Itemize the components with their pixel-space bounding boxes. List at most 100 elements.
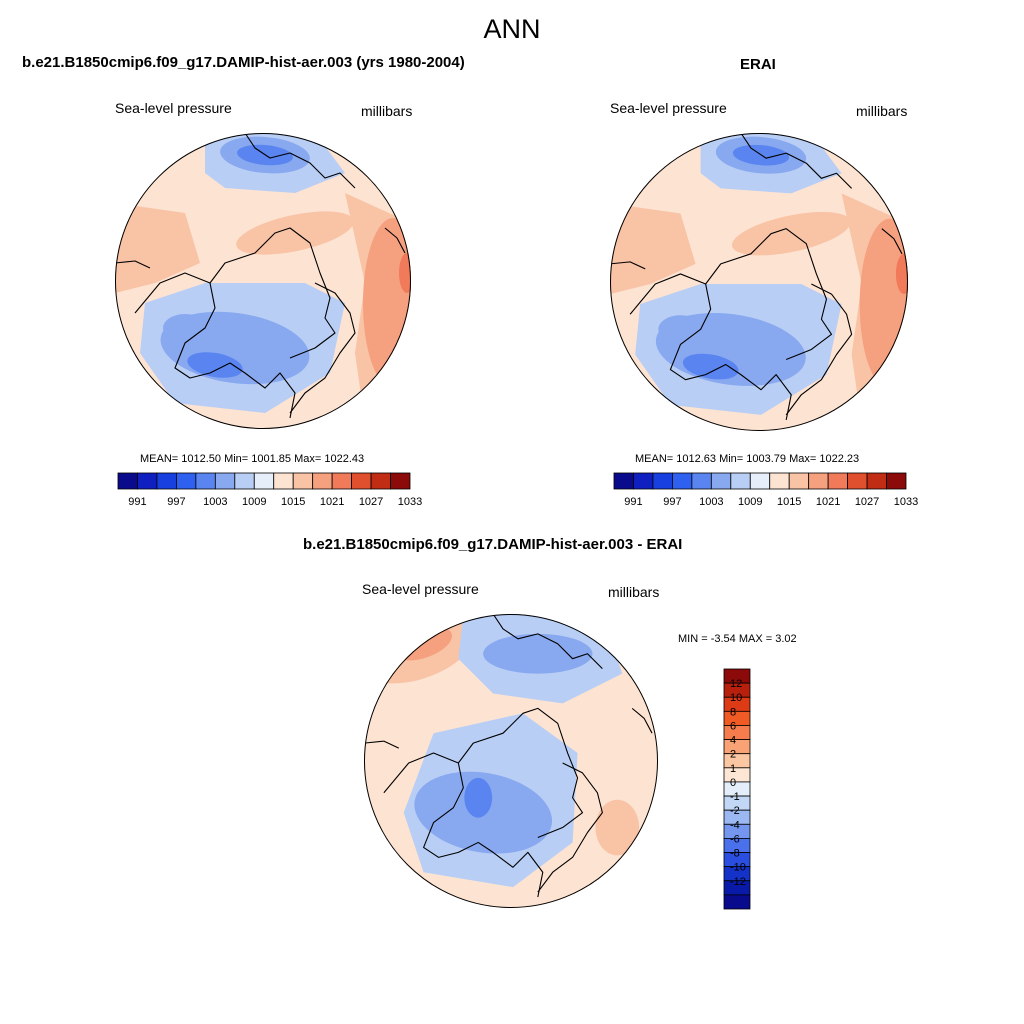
panel-1-colorbar-box [273,472,294,490]
panel-1-colorbar-box [117,472,138,490]
panel-1-polar-map [115,133,411,429]
coastline-pacific [492,614,603,670]
coastline-atlantic [785,283,853,416]
panel-2-colorbar-box [827,472,848,490]
panel-3-colorbar-tick: -2 [730,805,740,817]
panel-3-right-label: millibars [608,584,660,600]
coastline-pacific [244,133,356,189]
panel-3-colorbar-box [723,767,751,783]
panel-2-right-label: millibars [856,103,908,119]
panel-1-colorbar-box [156,472,177,490]
panel-2-colorbar-tick: 1033 [894,496,918,508]
panel-3-left-label: Sea-level pressure [362,581,479,597]
panel-3-colorbar-tick: -6 [730,833,740,845]
panel-2-colorbar-tick: 1027 [855,496,879,508]
panel-1-colorbar-box [195,472,216,490]
panel-2-colorbar-tick: 1021 [816,496,840,508]
panel-2-colorbar-box [886,472,907,490]
coastline-pacific [740,133,853,189]
high-pressure-ridge [236,211,354,255]
panel-3-colorbar-box [723,739,751,755]
coastline-greenland [669,283,792,421]
panel-1-colorbar-tick: 991 [128,496,146,508]
panel-1-colorbar-box [390,472,411,490]
panel-2-colorbar-box [847,472,868,490]
panel-3-colorbar-tick: 0 [730,777,736,789]
high-pressure-core [363,218,411,388]
low-pressure-greenland [658,315,703,344]
low-pressure-atlantic-core [187,352,243,378]
panel-2-colorbar-box [788,472,810,490]
panel-3-colorbar-tick: 8 [730,706,736,718]
panel-1-title: b.e21.B1850cmip6.f09_g17.DAMIP-hist-aer.… [22,54,465,71]
panel-3-colorbar-box [723,710,751,726]
panel-1-colorbar-box [370,472,391,490]
panel-3-colorbar-tick: -4 [730,819,740,831]
panel-3-colorbar-tick: 2 [730,749,736,761]
panel-2-stats: MEAN= 1012.63 Min= 1003.79 Max= 1022.23 [635,453,860,465]
map-border [364,614,658,908]
coastline-west [364,740,399,749]
panel-2-colorbar-tick: 1009 [738,496,762,508]
panel-2-title: ERAI [740,56,776,73]
panel-2-polar-map [610,133,909,432]
coastline-east [631,707,653,734]
panel-2-colorbar-box [710,472,732,490]
negative-anomaly-core [464,777,493,818]
panel-1-colorbar-box [331,472,352,490]
panel-3-colorbar-box [723,753,751,769]
panel-1-colorbar-box [137,472,158,490]
panel-3-title: b.e21.B1850cmip6.f09_g17.DAMIP-hist-aer.… [303,536,683,553]
coastline-greenland [423,762,544,898]
panel-1-colorbar-box [176,472,197,490]
high-pressure-core [859,218,909,390]
panel-1-stats: MEAN= 1012.50 Min= 1001.85 Max= 1022.43 [140,453,365,465]
panel-2-left-label: Sea-level pressure [610,100,727,116]
panel-2-colorbar-box [672,472,693,490]
map-border [610,133,909,432]
panel-1-colorbar-tick: 1033 [398,496,422,508]
panel-1-left-label: Sea-level pressure [115,100,232,116]
coastline-east [384,227,406,254]
coastline-atlantic [289,282,356,414]
coastline-eurasia [134,227,336,359]
panel-3-colorbar-tick: -10 [730,862,746,874]
panel-1-colorbar-tick: 1021 [320,496,344,508]
panel-3-stats: MIN = -3.54 MAX = 3.02 [678,633,797,645]
panel-1-colorbar-box [234,472,255,490]
panel-3-colorbar-tick: -1 [730,791,740,803]
panel-1-colorbar-box [292,472,314,490]
panel-3-colorbar-box [723,894,751,910]
panel-1-colorbar-box [253,472,275,490]
high-pressure-peak [895,253,909,295]
panel-3-colorbar-tick: 1 [730,763,736,775]
coastline-west [610,261,646,270]
panel-3-colorbar-box [723,725,751,740]
positive-anomaly-east [595,799,640,856]
coastline-atlantic [537,762,603,893]
panel-3-colorbar-tick: 10 [730,692,742,704]
panel-2-colorbar-tick: 997 [663,496,681,508]
panel-3-colorbar-tick: 6 [730,720,736,732]
panel-1-colorbar-tick: 1009 [242,496,266,508]
panel-2-colorbar-box [749,472,771,490]
panel-1-colorbar: 991 997 1003 1009 1015 1021 1027 1033 [117,472,422,508]
panel-1-colorbar-tick: 997 [167,496,185,508]
panel-2-colorbar-box [808,472,829,490]
high-pressure-west [610,203,696,295]
coastline-greenland [174,282,296,419]
coastline-east [881,228,903,255]
panel-3-colorbar-tick: -12 [730,876,746,888]
panel-2-colorbar-box [730,472,751,490]
panel-3-polar-map [364,614,658,908]
panel-2-colorbar-box [633,472,654,490]
panel-1-colorbar-tick: 1015 [281,496,305,508]
low-pressure-greenland [163,314,207,342]
panel-1-right-label: millibars [361,103,413,119]
panel-2-colorbar: 991 997 1003 1009 1015 1021 1027 1033 [613,472,918,508]
panel-3-colorbar-tick: -8 [730,848,740,860]
panel-2-colorbar-box [866,472,887,490]
panel-3-colorbar-tick: 12 [730,678,742,690]
panel-1-colorbar-box [214,472,236,490]
